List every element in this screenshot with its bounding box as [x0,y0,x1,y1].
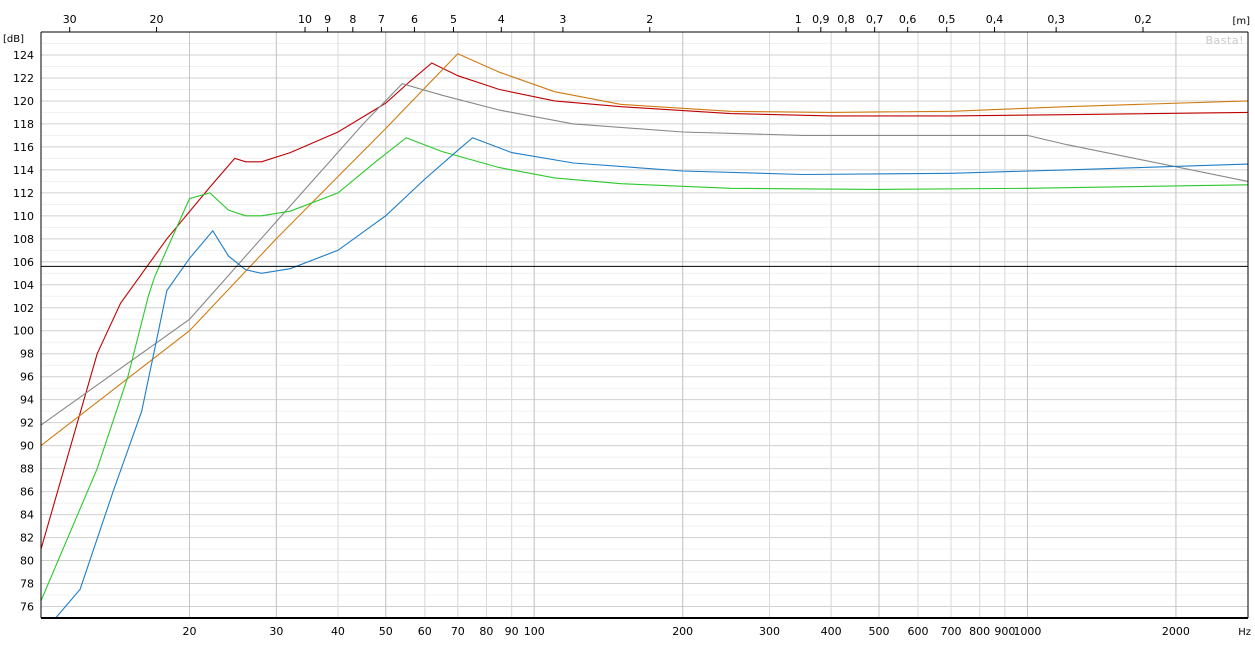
y-tick-label: 80 [20,555,34,568]
x-tick-label: 90 [505,625,519,638]
y-tick-label: 76 [20,601,34,614]
x-unit-label: Hz [1238,627,1251,638]
x-tick-label: 600 [908,625,929,638]
top-tick-label: 0,2 [1134,13,1152,26]
y-tick-label: 96 [20,371,34,384]
y-tick-label: 88 [20,463,34,476]
top-tick-label: 9 [324,13,331,26]
x-tick-label: 30 [269,625,283,638]
series-line-4 [41,137,1248,602]
x-tick-label: 50 [379,625,393,638]
top-tick-label: 10 [298,13,312,26]
series-line-2 [41,53,1248,447]
y-tick-label: 86 [20,486,34,499]
y-tick-label: 124 [13,49,34,62]
y-tick-label: 108 [13,233,34,246]
top-unit-label: [m] [1232,16,1250,27]
x-tick-label: 200 [672,625,693,638]
top-tick-label: 8 [349,13,356,26]
x-tick-label: 70 [451,625,465,638]
y-tick-label: 90 [20,440,34,453]
x-tick-label: 800 [969,625,990,638]
x-tick-label: 1000 [1013,625,1041,638]
y-tick-label: 94 [20,394,34,407]
x-tick-label: 700 [941,625,962,638]
top-tick-label: 20 [150,13,164,26]
x-tick-label: 400 [821,625,842,638]
x-tick-label: 80 [479,625,493,638]
x-tick-label: 300 [759,625,780,638]
tick-labels: 7678808284868890929496981001021041061081… [13,13,1190,638]
top-tick-label: 0,8 [837,13,855,26]
series-lines [41,53,1248,618]
series-line-1 [41,62,1248,550]
top-tick-label: 3 [559,13,566,26]
top-tick-label: 6 [411,13,418,26]
x-tick-label: 60 [418,625,432,638]
y-tick-label: 110 [13,210,34,223]
plot-frame [40,27,1249,619]
top-tick-label: 0,6 [899,13,917,26]
x-tick-label: 2000 [1162,625,1190,638]
top-tick-label: 0,7 [866,13,884,26]
y-tick-label: 104 [13,279,34,292]
top-tick-label: 2 [646,13,653,26]
y-tick-label: 122 [13,72,34,85]
top-tick-label: 30 [63,13,77,26]
y-tick-label: 100 [13,325,34,338]
y-tick-label: 98 [20,348,34,361]
y-tick-label: 118 [13,118,34,131]
y-tick-label: 120 [13,95,34,108]
series-line-5 [54,137,1248,618]
y-tick-label: 102 [13,302,34,315]
y-tick-label: 92 [20,417,34,430]
x-tick-label: 500 [868,625,889,638]
y-tick-label: 106 [13,256,34,269]
x-tick-label: 20 [182,625,196,638]
x-tick-label: 100 [524,625,545,638]
y-tick-label: 78 [20,578,34,591]
top-tick-label: 1 [795,13,802,26]
y-tick-label: 84 [20,509,34,522]
y-tick-label: 112 [13,187,34,200]
watermark: Basta! [1206,34,1244,47]
x-tick-label: 900 [994,625,1015,638]
top-tick-label: 7 [378,13,385,26]
top-tick-label: 0,9 [812,13,830,26]
top-tick-label: 5 [450,13,457,26]
top-tick-label: 4 [498,13,505,26]
y-tick-label: 82 [20,532,34,545]
y-tick-label: 116 [13,141,34,154]
grid [40,32,1248,619]
top-tick-label: 0,4 [986,13,1004,26]
top-tick-label: 0,3 [1047,13,1065,26]
top-tick-label: 0,5 [938,13,956,26]
series-line-3 [41,83,1248,426]
x-tick-label: 40 [331,625,345,638]
y-tick-label: 114 [13,164,34,177]
y-unit-label: [dB] [3,34,24,45]
